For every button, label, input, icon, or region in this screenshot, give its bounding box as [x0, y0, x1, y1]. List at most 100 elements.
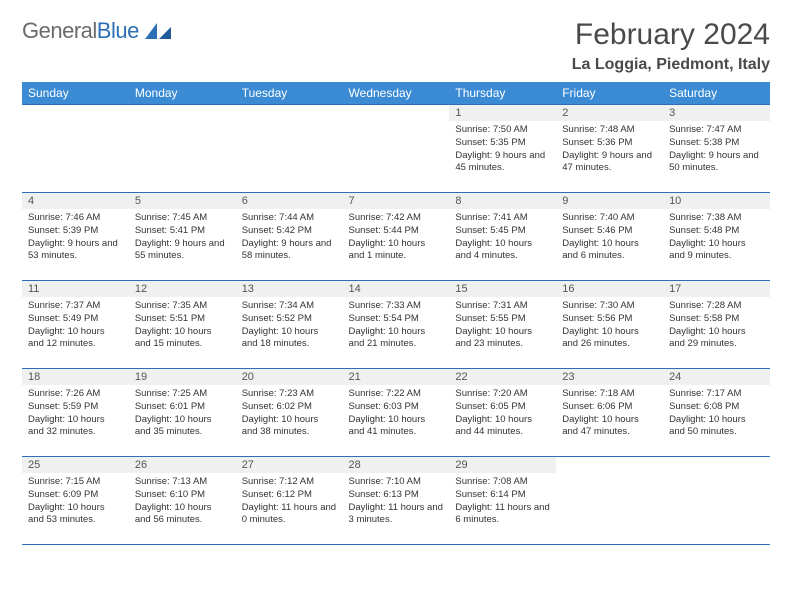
sunset-line: Sunset: 5:39 PM — [28, 225, 123, 238]
calendar-week-row: 25Sunrise: 7:15 AMSunset: 6:09 PMDayligh… — [22, 457, 770, 545]
sunset-line: Sunset: 6:02 PM — [242, 401, 337, 414]
sunset-line: Sunset: 6:05 PM — [455, 401, 550, 414]
sunrise-line: Sunrise: 7:47 AM — [669, 124, 764, 137]
brand-logo: GeneralBlue — [22, 18, 173, 44]
daylight-line: Daylight: 10 hours and 15 minutes. — [135, 326, 230, 352]
calendar-week-row: 11Sunrise: 7:37 AMSunset: 5:49 PMDayligh… — [22, 281, 770, 369]
calendar-day-cell: 28Sunrise: 7:10 AMSunset: 6:13 PMDayligh… — [343, 457, 450, 545]
calendar-day-cell: 19Sunrise: 7:25 AMSunset: 6:01 PMDayligh… — [129, 369, 236, 457]
day-number: 29 — [449, 457, 556, 473]
calendar-day-cell — [22, 105, 129, 193]
day-number: 15 — [449, 281, 556, 297]
calendar-day-cell: 24Sunrise: 7:17 AMSunset: 6:08 PMDayligh… — [663, 369, 770, 457]
day-details: Sunrise: 7:48 AMSunset: 5:36 PMDaylight:… — [556, 121, 663, 179]
sunrise-line: Sunrise: 7:28 AM — [669, 300, 764, 313]
sunrise-line: Sunrise: 7:26 AM — [28, 388, 123, 401]
daylight-line: Daylight: 10 hours and 50 minutes. — [669, 414, 764, 440]
sunrise-line: Sunrise: 7:31 AM — [455, 300, 550, 313]
calendar-body: 1Sunrise: 7:50 AMSunset: 5:35 PMDaylight… — [22, 105, 770, 545]
sunrise-line: Sunrise: 7:38 AM — [669, 212, 764, 225]
daylight-line: Daylight: 10 hours and 56 minutes. — [135, 502, 230, 528]
day-details: Sunrise: 7:22 AMSunset: 6:03 PMDaylight:… — [343, 385, 450, 443]
day-number: 11 — [22, 281, 129, 297]
daylight-line: Daylight: 10 hours and 18 minutes. — [242, 326, 337, 352]
day-details: Sunrise: 7:45 AMSunset: 5:41 PMDaylight:… — [129, 209, 236, 267]
daylight-line: Daylight: 10 hours and 4 minutes. — [455, 238, 550, 264]
sunrise-line: Sunrise: 7:18 AM — [562, 388, 657, 401]
day-details: Sunrise: 7:35 AMSunset: 5:51 PMDaylight:… — [129, 297, 236, 355]
calendar-day-cell: 7Sunrise: 7:42 AMSunset: 5:44 PMDaylight… — [343, 193, 450, 281]
sunset-line: Sunset: 6:03 PM — [349, 401, 444, 414]
calendar-day-cell: 11Sunrise: 7:37 AMSunset: 5:49 PMDayligh… — [22, 281, 129, 369]
daylight-line: Daylight: 10 hours and 1 minute. — [349, 238, 444, 264]
sunset-line: Sunset: 6:13 PM — [349, 489, 444, 502]
day-number: 14 — [343, 281, 450, 297]
weekday-header: Thursday — [449, 82, 556, 105]
brand-part1: General — [22, 18, 97, 43]
weekday-header: Wednesday — [343, 82, 450, 105]
calendar-day-cell — [129, 105, 236, 193]
day-details: Sunrise: 7:23 AMSunset: 6:02 PMDaylight:… — [236, 385, 343, 443]
page-header: GeneralBlue February 2024 La Loggia, Pie… — [22, 18, 770, 74]
weekday-header: Friday — [556, 82, 663, 105]
daylight-line: Daylight: 10 hours and 26 minutes. — [562, 326, 657, 352]
sunset-line: Sunset: 5:46 PM — [562, 225, 657, 238]
calendar-day-cell: 29Sunrise: 7:08 AMSunset: 6:14 PMDayligh… — [449, 457, 556, 545]
sunset-line: Sunset: 6:10 PM — [135, 489, 230, 502]
day-details: Sunrise: 7:15 AMSunset: 6:09 PMDaylight:… — [22, 473, 129, 531]
sunset-line: Sunset: 6:14 PM — [455, 489, 550, 502]
daylight-line: Daylight: 10 hours and 32 minutes. — [28, 414, 123, 440]
sunset-line: Sunset: 5:56 PM — [562, 313, 657, 326]
sunset-line: Sunset: 5:59 PM — [28, 401, 123, 414]
location-label: La Loggia, Piedmont, Italy — [572, 56, 770, 74]
sunrise-line: Sunrise: 7:17 AM — [669, 388, 764, 401]
sunset-line: Sunset: 5:58 PM — [669, 313, 764, 326]
sunset-line: Sunset: 6:06 PM — [562, 401, 657, 414]
day-number: 25 — [22, 457, 129, 473]
daylight-line: Daylight: 9 hours and 45 minutes. — [455, 150, 550, 176]
daylight-line: Daylight: 10 hours and 38 minutes. — [242, 414, 337, 440]
sunrise-line: Sunrise: 7:37 AM — [28, 300, 123, 313]
daylight-line: Daylight: 10 hours and 41 minutes. — [349, 414, 444, 440]
daylight-line: Daylight: 9 hours and 58 minutes. — [242, 238, 337, 264]
day-number: 1 — [449, 105, 556, 121]
sunset-line: Sunset: 5:45 PM — [455, 225, 550, 238]
calendar-day-cell: 17Sunrise: 7:28 AMSunset: 5:58 PMDayligh… — [663, 281, 770, 369]
day-details: Sunrise: 7:34 AMSunset: 5:52 PMDaylight:… — [236, 297, 343, 355]
sunrise-line: Sunrise: 7:50 AM — [455, 124, 550, 137]
calendar-day-cell: 26Sunrise: 7:13 AMSunset: 6:10 PMDayligh… — [129, 457, 236, 545]
calendar-day-cell: 27Sunrise: 7:12 AMSunset: 6:12 PMDayligh… — [236, 457, 343, 545]
calendar-day-cell: 18Sunrise: 7:26 AMSunset: 5:59 PMDayligh… — [22, 369, 129, 457]
day-details: Sunrise: 7:33 AMSunset: 5:54 PMDaylight:… — [343, 297, 450, 355]
sunrise-line: Sunrise: 7:42 AM — [349, 212, 444, 225]
day-number: 28 — [343, 457, 450, 473]
sunrise-line: Sunrise: 7:46 AM — [28, 212, 123, 225]
day-details: Sunrise: 7:13 AMSunset: 6:10 PMDaylight:… — [129, 473, 236, 531]
day-details: Sunrise: 7:44 AMSunset: 5:42 PMDaylight:… — [236, 209, 343, 267]
brand-sail-icon — [143, 21, 173, 41]
day-details: Sunrise: 7:47 AMSunset: 5:38 PMDaylight:… — [663, 121, 770, 179]
calendar-day-cell — [556, 457, 663, 545]
daylight-line: Daylight: 10 hours and 53 minutes. — [28, 502, 123, 528]
day-number: 22 — [449, 369, 556, 385]
calendar-week-row: 1Sunrise: 7:50 AMSunset: 5:35 PMDaylight… — [22, 105, 770, 193]
day-number: 13 — [236, 281, 343, 297]
sunrise-line: Sunrise: 7:35 AM — [135, 300, 230, 313]
day-details: Sunrise: 7:20 AMSunset: 6:05 PMDaylight:… — [449, 385, 556, 443]
sunrise-line: Sunrise: 7:23 AM — [242, 388, 337, 401]
daylight-line: Daylight: 11 hours and 3 minutes. — [349, 502, 444, 528]
day-number: 10 — [663, 193, 770, 209]
sunrise-line: Sunrise: 7:25 AM — [135, 388, 230, 401]
day-number: 20 — [236, 369, 343, 385]
sunrise-line: Sunrise: 7:20 AM — [455, 388, 550, 401]
sunrise-line: Sunrise: 7:22 AM — [349, 388, 444, 401]
day-details: Sunrise: 7:25 AMSunset: 6:01 PMDaylight:… — [129, 385, 236, 443]
sunset-line: Sunset: 5:42 PM — [242, 225, 337, 238]
calendar-day-cell: 25Sunrise: 7:15 AMSunset: 6:09 PMDayligh… — [22, 457, 129, 545]
sunset-line: Sunset: 6:01 PM — [135, 401, 230, 414]
calendar-day-cell: 14Sunrise: 7:33 AMSunset: 5:54 PMDayligh… — [343, 281, 450, 369]
sunset-line: Sunset: 5:36 PM — [562, 137, 657, 150]
day-number: 2 — [556, 105, 663, 121]
month-title: February 2024 — [572, 18, 770, 52]
day-details: Sunrise: 7:40 AMSunset: 5:46 PMDaylight:… — [556, 209, 663, 267]
